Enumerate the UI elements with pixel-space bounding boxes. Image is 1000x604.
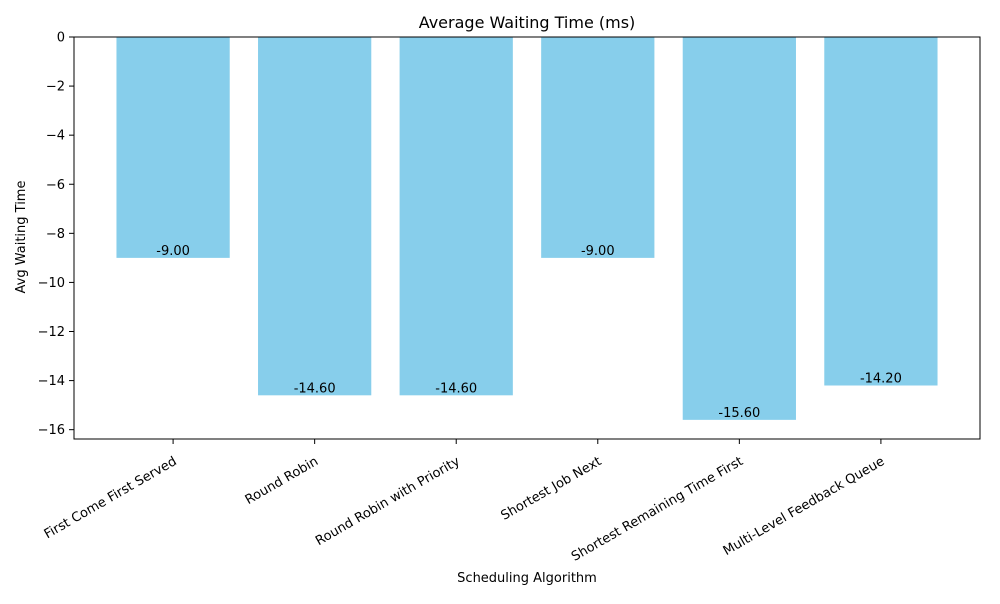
y-tick-label: −6 [46,178,65,193]
chart-title: Average Waiting Time (ms) [419,13,636,32]
bar [116,37,230,258]
y-axis-label: Avg Waiting Time [14,181,29,294]
bar [541,37,655,258]
y-tick-label: −2 [46,80,65,95]
x-axis-label: Scheduling Algorithm [457,571,597,586]
y-axis: 0 −2 −4 −6 −8 −10 −12 −14 −16 [38,31,74,438]
y-tick-label: −14 [38,374,65,389]
y-tick-label: −16 [38,423,65,438]
bar-labels-group: -9.00 -14.60 -14.60 -9.00 -15.60 -14.20 [156,244,902,421]
bar-value-label: -14.20 [860,371,902,386]
bars-group [116,37,938,420]
y-tick-label: −8 [46,227,65,242]
x-tick-label: Round Robin with Priority [313,454,463,549]
bar-value-label: -9.00 [156,244,190,259]
y-tick-label: 0 [57,31,65,46]
y-tick-label: −12 [38,325,65,340]
x-tick-label: First Come First Served [42,454,180,542]
y-tick-label: −4 [46,129,65,144]
plot-frame [73,36,981,440]
bar [682,37,796,420]
y-tick-label: −10 [38,276,65,291]
x-axis: First Come First Served Round RobinRound … [42,439,888,565]
bar-value-label: -14.60 [435,381,477,396]
bar [399,37,513,396]
x-tick-label: Round Robin [243,454,321,508]
bar-value-label: -15.60 [718,406,760,421]
bar-value-label: -14.60 [294,381,336,396]
x-tick-label: Multi-Level Feedback Queue [721,454,888,559]
bar [258,37,372,396]
x-tick-label: Shortest Job Next [499,454,605,524]
bar-value-label: -9.00 [581,244,615,259]
bar [824,37,938,386]
